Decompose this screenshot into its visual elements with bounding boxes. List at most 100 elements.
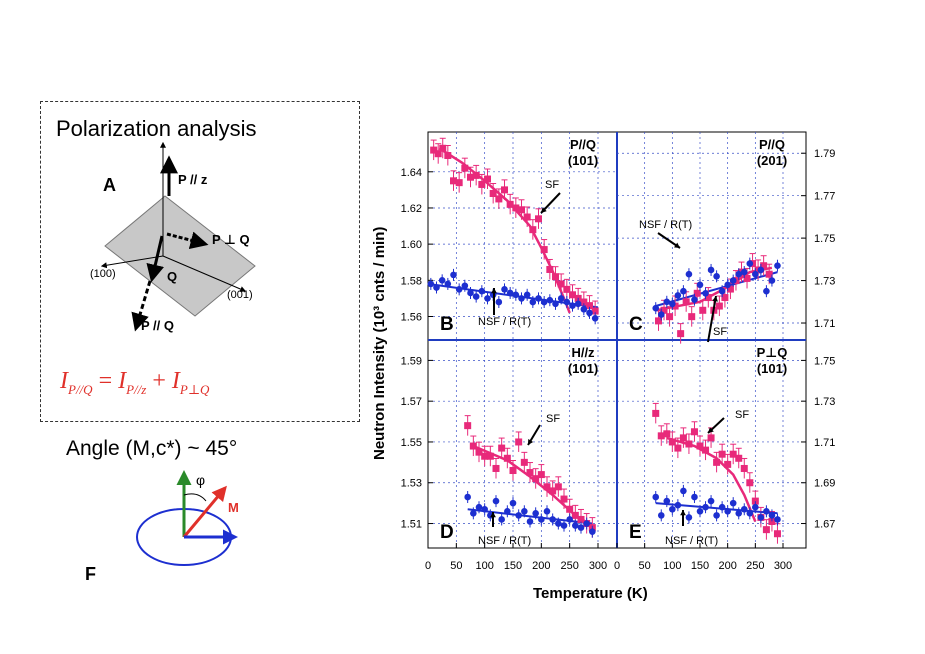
sf-point bbox=[444, 152, 452, 160]
sf-point bbox=[509, 467, 517, 475]
sf-point bbox=[475, 448, 483, 456]
sf-point bbox=[552, 273, 559, 281]
annotation-arrowhead bbox=[491, 288, 497, 294]
nsf-point bbox=[538, 516, 545, 523]
nsf-point bbox=[663, 298, 671, 306]
eq-lhs-sub: P//Q bbox=[68, 381, 93, 397]
nsf-point bbox=[691, 493, 698, 501]
sf-point bbox=[554, 483, 562, 491]
sf-point bbox=[663, 430, 671, 438]
y-tick-label: 1.64 bbox=[401, 167, 422, 179]
annotation-arrowhead bbox=[541, 207, 547, 213]
nsf-annotation: NSF / R(T) bbox=[665, 535, 718, 547]
nsf-point bbox=[540, 298, 548, 306]
nsf-point bbox=[702, 290, 709, 297]
panel-title: P⊥Q bbox=[757, 345, 788, 360]
y-tick-label: 1.73 bbox=[814, 276, 835, 288]
nsf-point bbox=[478, 287, 486, 295]
nsf-point bbox=[475, 503, 483, 511]
x-tick-label: 50 bbox=[450, 560, 462, 572]
nsf-point bbox=[583, 520, 590, 527]
angle-text: Angle (M,c*) ~ 45° bbox=[66, 437, 238, 460]
nsf-point bbox=[763, 287, 770, 295]
nsf-point bbox=[652, 304, 660, 312]
sf-point bbox=[693, 289, 701, 297]
nsf-point bbox=[774, 516, 781, 523]
nsf-point bbox=[735, 270, 743, 278]
sf-point bbox=[557, 280, 565, 288]
nsf-point bbox=[450, 271, 457, 279]
x-tick-label: 100 bbox=[475, 560, 493, 572]
sf-point bbox=[586, 302, 593, 310]
y-tick-label: 1.73 bbox=[814, 396, 835, 408]
label-F: F bbox=[85, 564, 96, 584]
sf-point bbox=[492, 464, 500, 472]
phi-label: φ bbox=[196, 472, 205, 488]
x-tick-label: 300 bbox=[774, 560, 792, 572]
nsf-point bbox=[757, 266, 765, 274]
nsf-point bbox=[707, 266, 715, 274]
y-axis-title: Neutron Intensity (10³ cnts / min) bbox=[371, 227, 388, 460]
panel-B: 1.56 1.58 1.60 1.62 1.64 P//Q(101) B SF NSF / R(… bbox=[401, 132, 617, 340]
nsf-point bbox=[740, 505, 748, 513]
sf-point bbox=[489, 189, 497, 197]
nsf-point bbox=[696, 281, 704, 289]
sf-annotation: SF bbox=[546, 413, 560, 425]
sf-point bbox=[652, 409, 660, 417]
sf-point bbox=[666, 313, 674, 321]
nsf-point bbox=[591, 314, 599, 322]
nsf-point bbox=[586, 309, 593, 317]
x-tick-label: 0 bbox=[425, 560, 431, 572]
polarization-box bbox=[40, 101, 360, 422]
sf-point bbox=[481, 452, 489, 460]
panel-subtitle: (101) bbox=[568, 361, 598, 376]
axis-100-label: (100) bbox=[90, 268, 116, 280]
nsf-point bbox=[515, 512, 522, 519]
nsf-point bbox=[746, 510, 754, 517]
nsf-point bbox=[652, 493, 660, 501]
sf-annotation: SF bbox=[735, 409, 749, 421]
nsf-annotation: NSF / R(T) bbox=[478, 535, 531, 547]
sf-point bbox=[450, 177, 457, 185]
eq-lhs: I bbox=[60, 368, 68, 394]
eq-term1: I bbox=[118, 368, 127, 394]
x-tick-label: 200 bbox=[532, 560, 550, 572]
moment-diagram: φ M F bbox=[85, 470, 239, 584]
sf-point bbox=[523, 213, 531, 221]
sf-point bbox=[484, 175, 491, 183]
axis-001 bbox=[162, 255, 247, 292]
sf-point bbox=[498, 444, 506, 452]
sf-point bbox=[713, 458, 721, 466]
nsf-point bbox=[543, 507, 551, 515]
nsf-point bbox=[574, 300, 582, 308]
nsf-point bbox=[512, 291, 520, 299]
panel-C: 1.71 1.73 1.75 1.77 1.79 P//Q(201) C SF NSF / R(… bbox=[617, 132, 835, 344]
sf-point bbox=[762, 526, 770, 534]
nsf-point bbox=[663, 497, 671, 505]
scattering-plane bbox=[104, 195, 256, 317]
x-axis-title: Temperature (K) bbox=[533, 585, 648, 602]
x-tick-label: 50 bbox=[639, 560, 651, 572]
sf-point bbox=[577, 515, 585, 523]
p-perp-q-arrow bbox=[166, 231, 209, 250]
x-tick-label: 250 bbox=[746, 560, 764, 572]
sf-point bbox=[724, 460, 732, 468]
nsf-point bbox=[757, 514, 765, 521]
label-A: A bbox=[103, 175, 116, 195]
intensity-equation: IP//Q = IP//z + IP⊥Q bbox=[60, 368, 209, 398]
sf-point bbox=[518, 206, 525, 214]
axis-100 bbox=[100, 255, 164, 269]
polarization-diagram: A P // z P ⊥ Q Q P // Q (100) (001) bbox=[90, 141, 256, 333]
sf-annotation: SF bbox=[713, 326, 727, 338]
nsf-point bbox=[455, 286, 463, 293]
sf-point bbox=[560, 495, 568, 503]
nsf-point bbox=[509, 499, 517, 507]
sf-point bbox=[537, 471, 545, 479]
sf-point bbox=[478, 180, 486, 188]
sf-point bbox=[529, 226, 537, 234]
nsf-point bbox=[481, 505, 488, 513]
q-label: Q bbox=[167, 269, 177, 284]
x-tick-label: 150 bbox=[504, 560, 522, 572]
eq-term2-sub: P⊥Q bbox=[179, 381, 210, 397]
nsf-point bbox=[552, 300, 559, 308]
